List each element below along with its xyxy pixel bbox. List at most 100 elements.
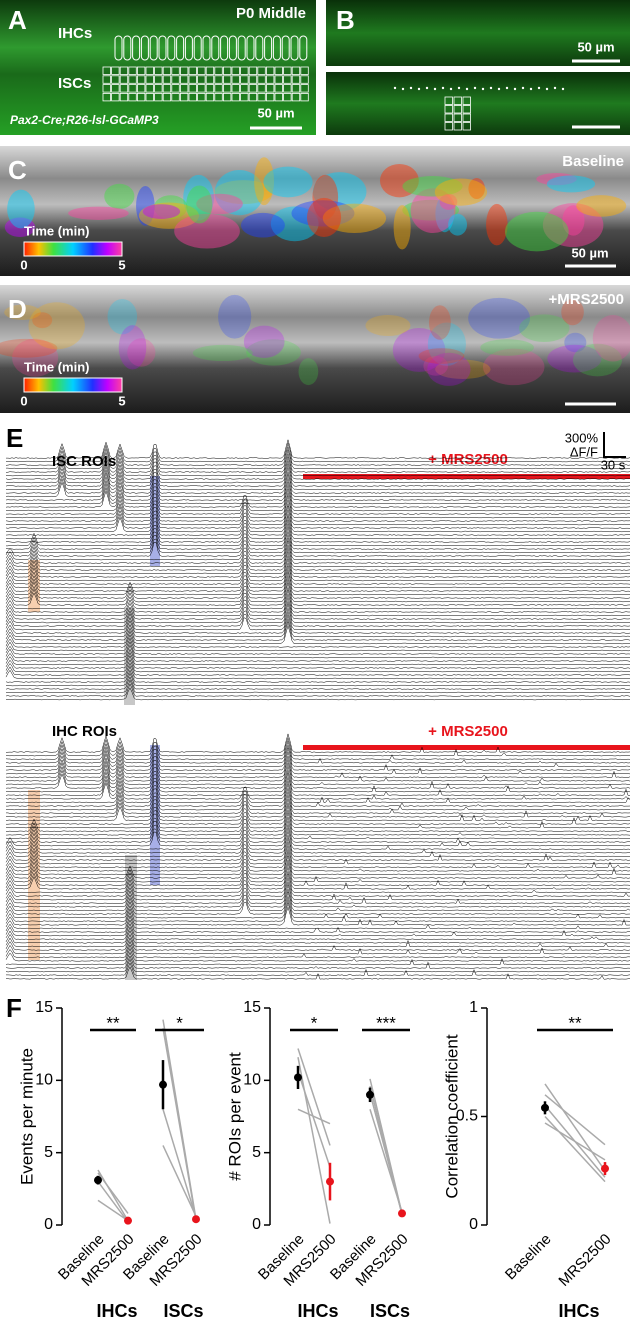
activity-patch [196, 193, 243, 215]
trace [5, 515, 630, 536]
y-tick-label: 5 [44, 1144, 53, 1161]
cell-marker [409, 86, 413, 90]
cell-outline [188, 93, 197, 102]
y-tick-label: 5 [252, 1144, 261, 1161]
trace [5, 898, 630, 919]
cell-outline [274, 84, 283, 93]
activity-patch [12, 338, 59, 377]
cell-outline [158, 35, 167, 61]
cell-outline [444, 96, 453, 105]
individual [97, 1199, 129, 1222]
cell-outline [102, 84, 111, 93]
trace [5, 870, 630, 890]
trace [5, 491, 630, 512]
cell-outline [231, 93, 240, 102]
label: IHCs [58, 25, 92, 42]
trace [5, 830, 630, 850]
trace [5, 655, 630, 669]
cell-outline [300, 84, 309, 93]
activity-patch [254, 157, 275, 206]
cell-outline [128, 93, 137, 102]
trace [5, 823, 630, 843]
group-label: IHCs [96, 1301, 137, 1321]
cell-outline [171, 75, 180, 84]
colorbar-title: Time (min) [24, 359, 90, 374]
cell-outline [462, 105, 471, 114]
cell-outline [211, 35, 220, 61]
cell-marker [497, 87, 501, 91]
cell-outline [197, 66, 206, 75]
cell-outline [205, 84, 215, 93]
activity-patch [434, 178, 488, 206]
y-tick-label: 0 [252, 1216, 261, 1233]
cell-outline [102, 75, 111, 84]
cell-outline [222, 84, 232, 93]
mean-dot [159, 1080, 167, 1089]
significance: ** [568, 1013, 582, 1032]
cell-marker [449, 87, 453, 91]
trace [5, 484, 630, 505]
trace [5, 866, 630, 886]
individual [297, 1057, 331, 1224]
trace [6, 794, 630, 814]
cell-outline [453, 96, 462, 105]
trace [5, 644, 630, 659]
cell-outline [111, 75, 120, 84]
panel-letter: B [336, 5, 355, 35]
activity-patch [486, 203, 508, 246]
cell-marker [457, 86, 461, 90]
highlight [150, 476, 160, 566]
trace [5, 610, 630, 631]
trace [5, 762, 630, 782]
activity-patch [592, 315, 630, 362]
significance: * [176, 1013, 183, 1032]
group-label: ISCs [370, 1301, 410, 1321]
activity-patch [561, 298, 584, 326]
trace [5, 923, 630, 937]
cell-outline [162, 66, 172, 75]
panel-a: A IHCs ISCs P0 Middle Pax2-Cre;R26-lsl-G… [0, 0, 316, 135]
cell-outline [114, 35, 123, 61]
cell-outline [222, 66, 232, 75]
cell-outline [119, 66, 129, 75]
trace [5, 926, 630, 940]
cell-outline [222, 75, 232, 84]
activity-patch [435, 195, 455, 233]
activity-patch [427, 352, 471, 386]
cell-marker [433, 87, 437, 91]
trace [5, 679, 630, 694]
colorbar [23, 377, 123, 393]
scale-label: 50 µm [577, 39, 614, 54]
cell-outline [102, 66, 111, 75]
activity-patch [379, 163, 419, 198]
group-label: IHCs [558, 1301, 599, 1321]
panel-letter: A [8, 5, 27, 35]
cell-outline [193, 35, 202, 61]
trace [5, 614, 630, 634]
trace [5, 747, 630, 768]
activity-patch [427, 322, 466, 366]
cell-outline [220, 35, 229, 61]
activity-patch [322, 203, 387, 233]
trace [5, 459, 630, 480]
cell-outline [300, 66, 309, 75]
cell-outline [248, 75, 258, 84]
cell-outline [228, 35, 237, 61]
individual [297, 1048, 331, 1146]
trace [5, 544, 630, 564]
colorbar-max: 5 [118, 393, 125, 408]
cell-outline [145, 84, 154, 93]
trace [5, 596, 630, 617]
cell-marker [425, 86, 429, 90]
trace [5, 582, 630, 603]
activity-patch [448, 213, 468, 236]
trace [5, 624, 630, 645]
trace [5, 659, 630, 673]
cell-outline [257, 66, 266, 75]
activity-patch [468, 178, 485, 199]
cell-outline [248, 93, 258, 102]
trace [5, 819, 630, 840]
trace [6, 449, 630, 470]
cell-outline [188, 66, 197, 75]
cell-marker [561, 87, 565, 91]
